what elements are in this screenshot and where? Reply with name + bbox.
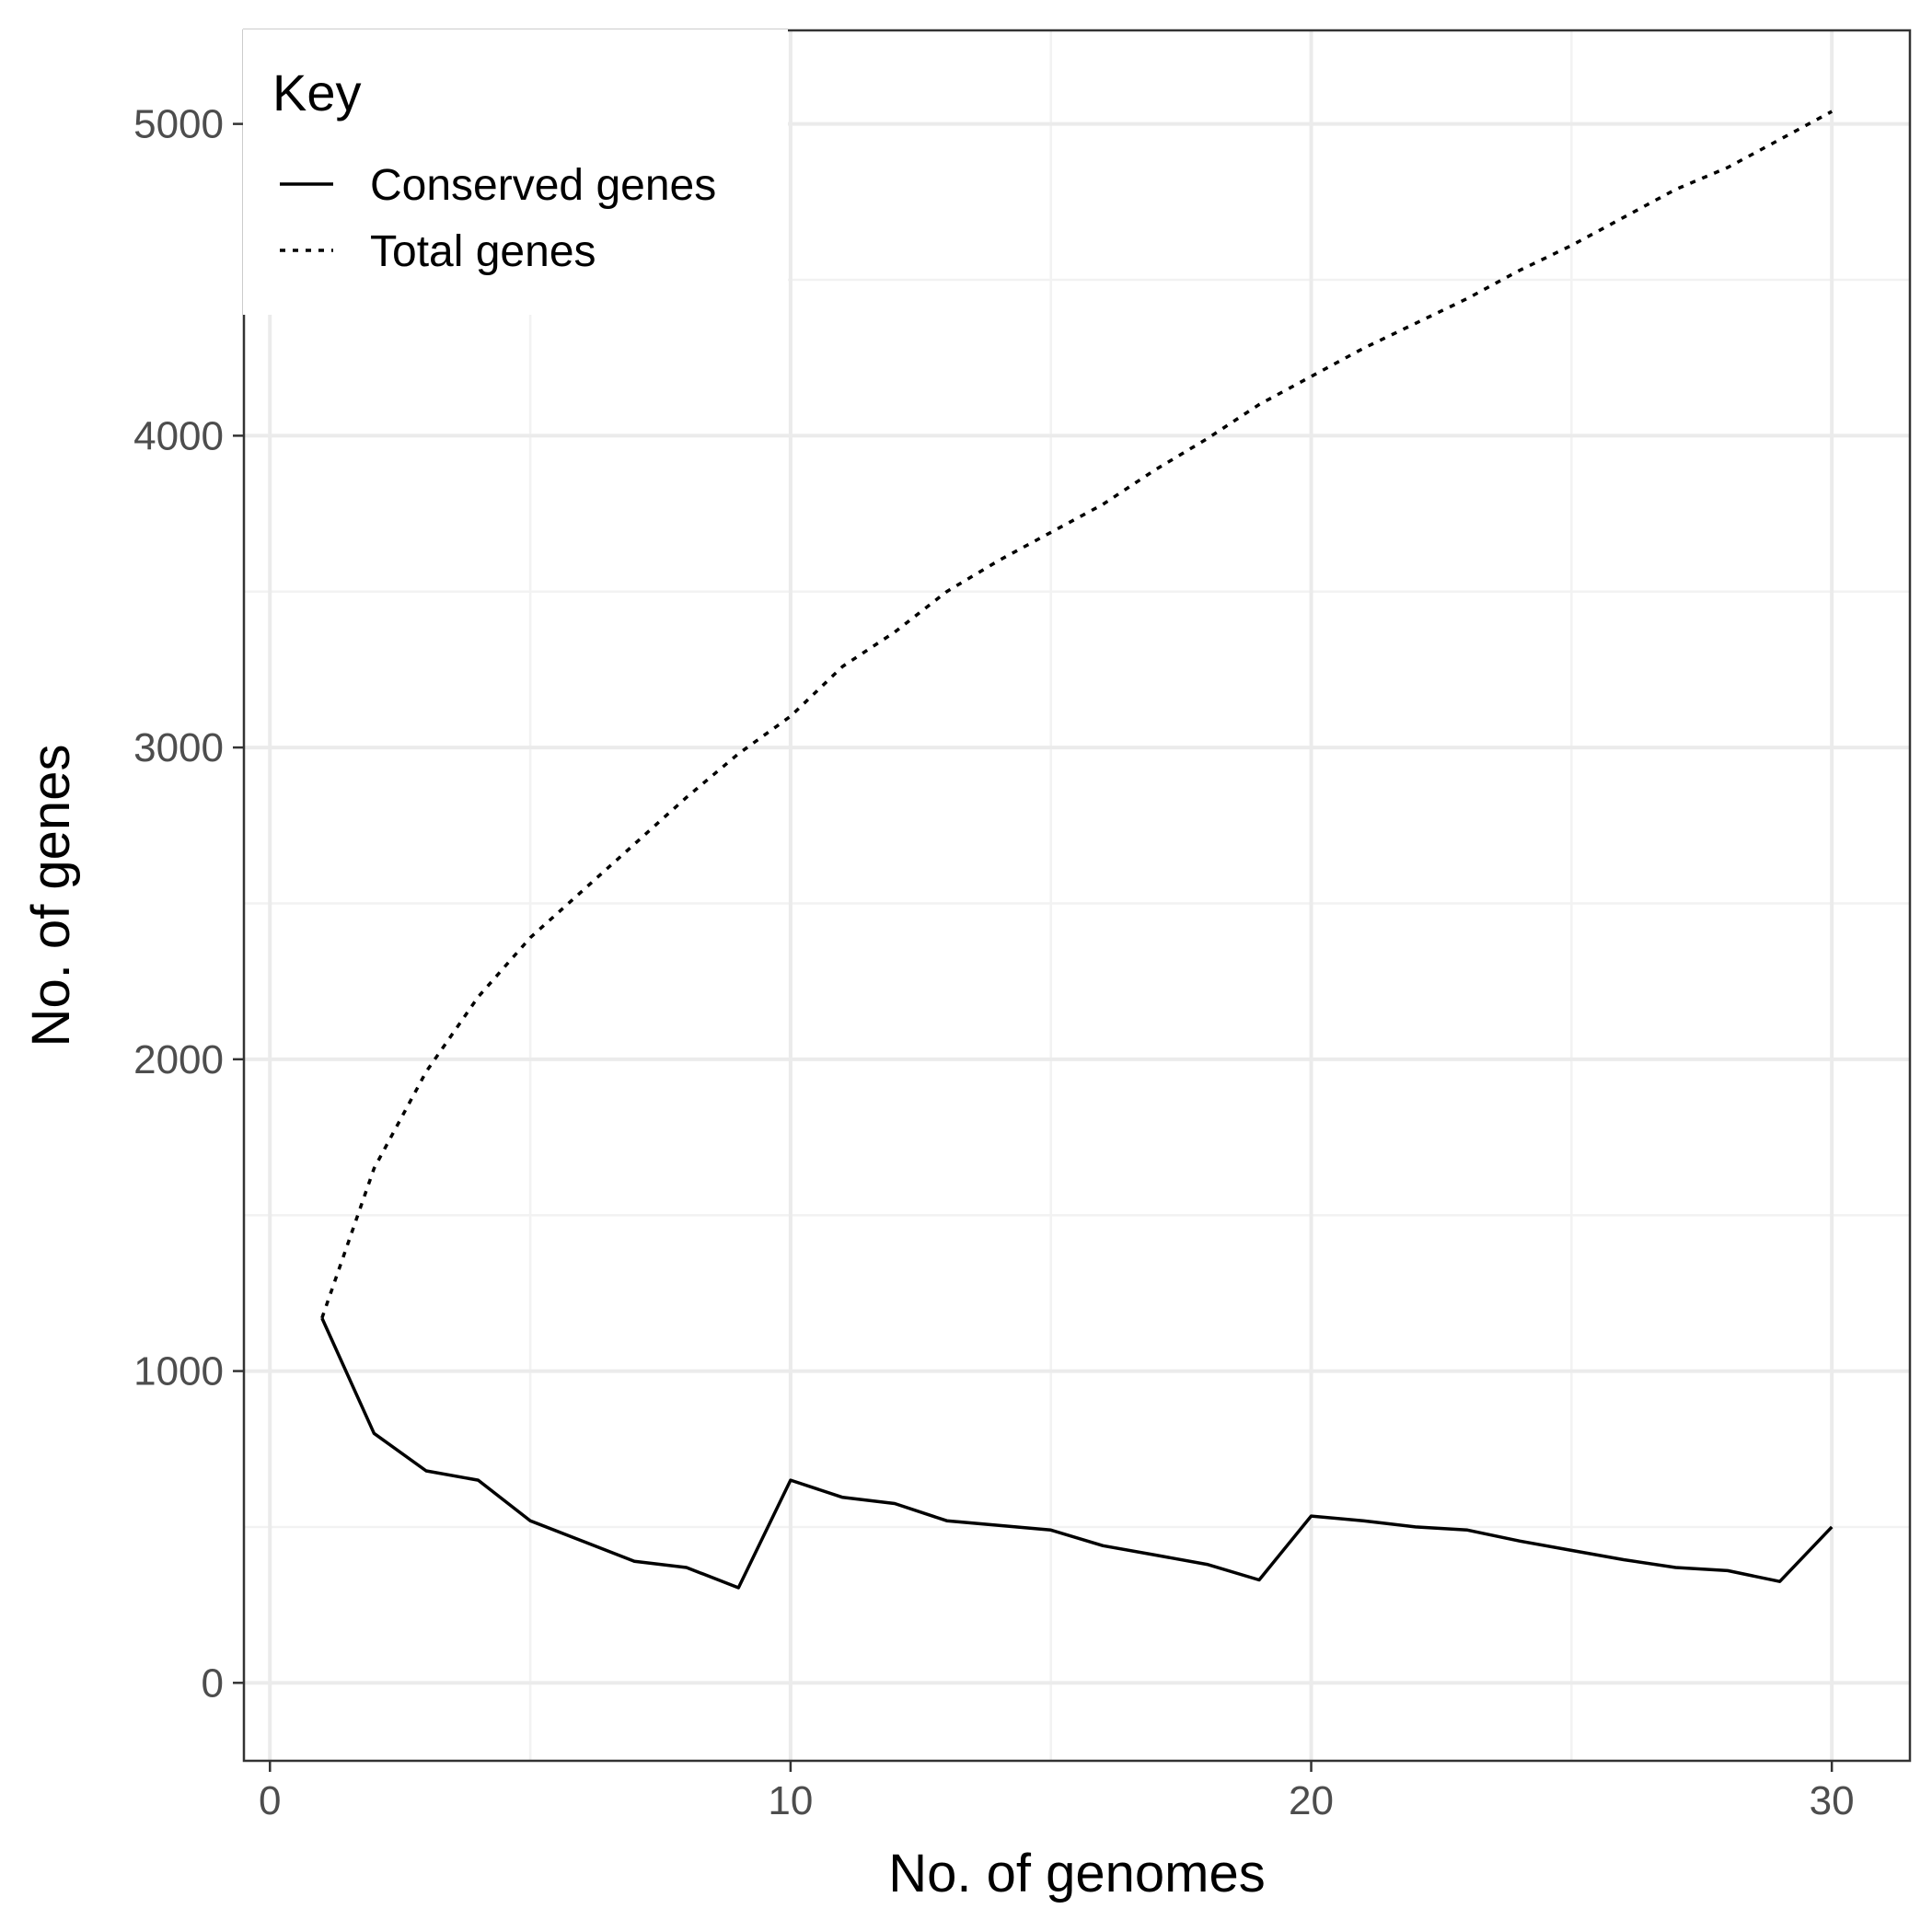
y-tick-label: 3000 xyxy=(133,725,224,770)
legend-label-total-genes: Total genes xyxy=(370,227,596,276)
series-line-conserved-genes xyxy=(320,1317,1834,1590)
series-line-total-genes xyxy=(320,110,1834,1319)
legend-label-conserved-genes: Conserved genes xyxy=(370,161,716,210)
x-axis-title: No. of genomes xyxy=(888,1844,1265,1903)
series-lines xyxy=(320,110,1834,1590)
y-tick-label: 0 xyxy=(202,1660,224,1706)
x-tick-label: 0 xyxy=(259,1778,281,1823)
y-tick-label: 4000 xyxy=(133,413,224,458)
legend: Key Conserved genes Total genes xyxy=(243,29,788,315)
y-tick-label: 1000 xyxy=(133,1349,224,1394)
x-tick-label: 10 xyxy=(768,1778,813,1823)
x-tick-label: 30 xyxy=(1810,1778,1855,1823)
y-tick-label: 5000 xyxy=(133,102,224,147)
x-tick-label: 20 xyxy=(1289,1778,1334,1823)
legend-background xyxy=(243,29,788,315)
axes: 0 10 20 30 0 1000 2000 3000 4000 5000 xyxy=(133,102,1855,1823)
y-axis-title: No. of genes xyxy=(21,745,81,1047)
panel-border xyxy=(242,29,1912,1763)
legend-title: Key xyxy=(272,64,362,121)
y-tick-label: 2000 xyxy=(133,1037,224,1082)
